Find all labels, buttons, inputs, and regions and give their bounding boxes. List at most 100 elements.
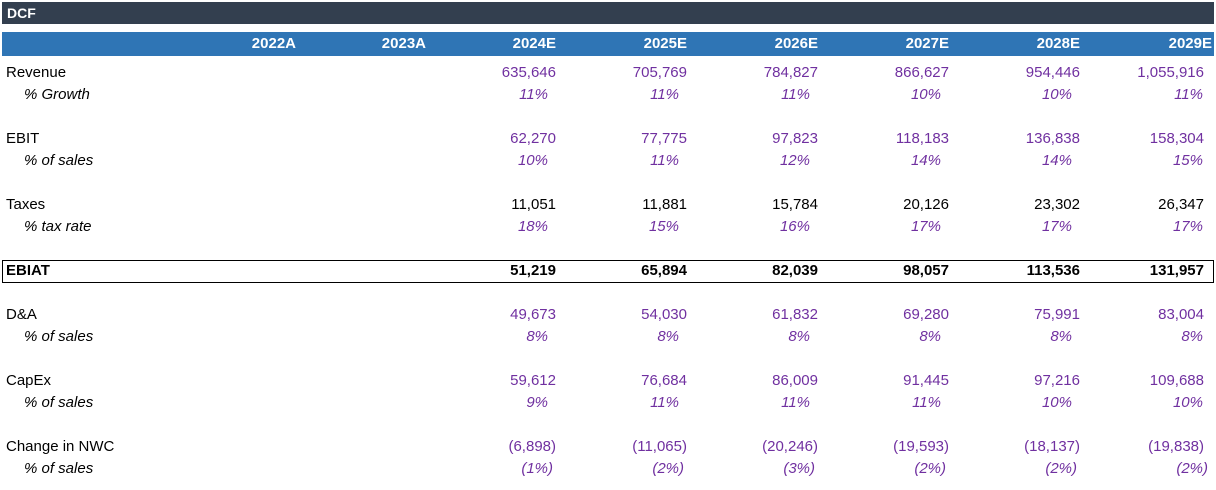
cell-value[interactable]: 26,347: [1158, 196, 1204, 213]
year-header-2024e[interactable]: 2024E: [512, 35, 556, 52]
cell-value[interactable]: 61,832: [772, 306, 818, 323]
cell-value[interactable]: 11%: [650, 152, 679, 169]
cell-value[interactable]: 14%: [910, 152, 941, 169]
cell-value[interactable]: 109,688: [1149, 372, 1204, 389]
cell-value[interactable]: 97,216: [1034, 372, 1080, 389]
cell-value[interactable]: 51,219: [510, 262, 556, 279]
cell-value[interactable]: 59,612: [510, 372, 556, 389]
row-label[interactable]: % of sales: [24, 394, 94, 411]
cell-value[interactable]: 158,304: [1149, 130, 1204, 147]
cell-value[interactable]: 866,627: [894, 64, 949, 81]
year-header-2029e[interactable]: 2029E: [1168, 35, 1212, 52]
cell-value[interactable]: 17%: [910, 218, 941, 235]
row-label[interactable]: D&A: [6, 306, 37, 323]
row-label[interactable]: % tax rate: [24, 218, 92, 235]
cell-value[interactable]: 12%: [779, 152, 810, 169]
row-label[interactable]: EBIAT: [6, 262, 50, 279]
cell-value[interactable]: (1%): [521, 460, 553, 477]
cell-value[interactable]: 83,004: [1158, 306, 1204, 323]
row-label[interactable]: Taxes: [6, 196, 46, 213]
row-label[interactable]: % of sales: [24, 152, 94, 169]
row-label[interactable]: % of sales: [24, 460, 94, 477]
cell-value[interactable]: 91,445: [903, 372, 949, 389]
cell-value[interactable]: 23,302: [1034, 196, 1080, 213]
cell-value[interactable]: 705,769: [632, 64, 687, 81]
cell-value[interactable]: 17%: [1172, 218, 1203, 235]
cell-value[interactable]: 10%: [1041, 86, 1072, 103]
row-ebit: EBIT 62,270 77,775 97,823 118,183 136,83…: [0, 128, 1216, 150]
row-label[interactable]: % Growth: [24, 86, 90, 103]
cell-value[interactable]: 11,051: [511, 196, 556, 213]
cell-value[interactable]: 1,055,916: [1137, 64, 1204, 81]
cell-value[interactable]: (3%): [783, 460, 815, 477]
year-header-2022a[interactable]: 2022A: [251, 35, 296, 52]
cell-value[interactable]: 14%: [1041, 152, 1072, 169]
cell-value[interactable]: 10%: [517, 152, 548, 169]
cell-value[interactable]: 8%: [1050, 328, 1072, 345]
year-header-2025e[interactable]: 2025E: [643, 35, 687, 52]
cell-value[interactable]: 49,673: [510, 306, 556, 323]
year-header-2028e[interactable]: 2028E: [1036, 35, 1080, 52]
cell-value[interactable]: 54,030: [641, 306, 687, 323]
cell-value[interactable]: (20,246): [762, 438, 818, 455]
cell-value[interactable]: 136,838: [1025, 130, 1080, 147]
cell-value[interactable]: 10%: [1172, 394, 1203, 411]
cell-value[interactable]: 131,957: [1149, 262, 1204, 279]
row-label[interactable]: Change in NWC: [6, 438, 115, 455]
cell-value[interactable]: 65,894: [641, 262, 687, 279]
row-label[interactable]: Revenue: [6, 64, 67, 81]
cell-value[interactable]: 15%: [1172, 152, 1203, 169]
cell-value[interactable]: (2%): [1176, 460, 1208, 477]
cell-value[interactable]: (19,593): [893, 438, 949, 455]
cell-value[interactable]: 20,126: [903, 196, 949, 213]
cell-value[interactable]: 784,827: [763, 64, 818, 81]
cell-value[interactable]: 97,823: [772, 130, 818, 147]
cell-value[interactable]: 8%: [1181, 328, 1203, 345]
cell-value[interactable]: 11%: [650, 86, 679, 103]
cell-value[interactable]: 15%: [648, 218, 679, 235]
cell-value[interactable]: (19,838): [1148, 438, 1204, 455]
cell-value[interactable]: 9%: [526, 394, 548, 411]
year-header-2026e[interactable]: 2026E: [774, 35, 818, 52]
cell-value[interactable]: 18%: [517, 218, 548, 235]
cell-value[interactable]: 11%: [650, 394, 679, 411]
cell-value[interactable]: (18,137): [1024, 438, 1080, 455]
cell-value[interactable]: 113,536: [1026, 262, 1080, 279]
cell-value[interactable]: 11%: [781, 394, 810, 411]
cell-value[interactable]: 10%: [1041, 394, 1072, 411]
cell-value[interactable]: 75,991: [1034, 306, 1080, 323]
row-label[interactable]: EBIT: [6, 130, 40, 147]
cell-value[interactable]: 17%: [1041, 218, 1072, 235]
cell-value[interactable]: 62,270: [510, 130, 556, 147]
cell-value[interactable]: 16%: [779, 218, 810, 235]
year-header-2027e[interactable]: 2027E: [905, 35, 949, 52]
cell-value[interactable]: (2%): [914, 460, 946, 477]
year-header-2023a[interactable]: 2023A: [381, 35, 426, 52]
cell-value[interactable]: 11%: [519, 86, 548, 103]
cell-value[interactable]: 11%: [1174, 86, 1203, 103]
cell-value[interactable]: 15,784: [772, 196, 818, 213]
cell-value[interactable]: 8%: [526, 328, 548, 345]
cell-value[interactable]: 11%: [912, 394, 941, 411]
cell-value[interactable]: 86,009: [772, 372, 818, 389]
cell-value[interactable]: 635,646: [501, 64, 556, 81]
cell-value[interactable]: 11%: [781, 86, 810, 103]
cell-value[interactable]: 98,057: [903, 262, 949, 279]
cell-value[interactable]: (11,065): [632, 438, 687, 455]
row-label[interactable]: % of sales: [24, 328, 94, 345]
cell-value[interactable]: 76,684: [641, 372, 687, 389]
cell-value[interactable]: 8%: [788, 328, 810, 345]
cell-value[interactable]: 8%: [919, 328, 941, 345]
cell-value[interactable]: (6,898): [508, 438, 556, 455]
cell-value[interactable]: 82,039: [772, 262, 818, 279]
row-label[interactable]: CapEx: [6, 372, 52, 389]
cell-value[interactable]: (2%): [652, 460, 684, 477]
cell-value[interactable]: 954,446: [1025, 64, 1080, 81]
cell-value[interactable]: 8%: [657, 328, 679, 345]
cell-value[interactable]: 77,775: [641, 130, 687, 147]
cell-value[interactable]: 69,280: [903, 306, 949, 323]
cell-value[interactable]: 10%: [910, 86, 941, 103]
cell-value[interactable]: 118,183: [895, 130, 949, 147]
cell-value[interactable]: (2%): [1045, 460, 1077, 477]
cell-value[interactable]: 11,881: [642, 196, 687, 213]
